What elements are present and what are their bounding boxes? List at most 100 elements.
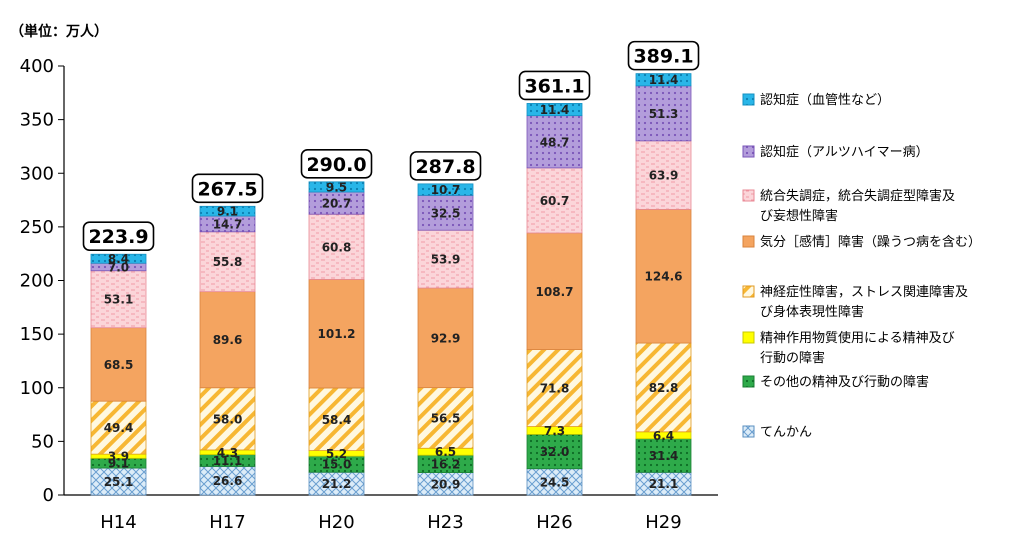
data-label: 21.1 xyxy=(649,477,679,491)
legend-swatch xyxy=(742,285,755,298)
legend-swatch xyxy=(742,425,755,438)
legend-label: 認知症（血管性など） xyxy=(760,92,890,108)
legend-swatch xyxy=(742,93,755,106)
legend-label: てんかん xyxy=(760,425,812,440)
legend-swatch xyxy=(742,331,755,344)
bar-segment xyxy=(526,167,583,234)
legend-swatch xyxy=(742,189,755,202)
data-label: 60.8 xyxy=(322,240,352,254)
data-label: 3.9 xyxy=(108,450,129,464)
legend-label: その他の精神及び行動の障害 xyxy=(760,374,929,390)
x-tick-label: H20 xyxy=(318,512,354,533)
total-box xyxy=(518,70,591,101)
bar-segment xyxy=(90,467,147,496)
total-label: 389.1 xyxy=(633,46,693,68)
bar-segment xyxy=(526,103,583,117)
total-label: 223.9 xyxy=(88,226,148,248)
data-label: 71.8 xyxy=(540,382,570,396)
bar-segment xyxy=(526,232,583,350)
data-label: 20.7 xyxy=(322,197,352,211)
bar-segment xyxy=(90,253,147,264)
bar-segment xyxy=(635,342,692,433)
total-box xyxy=(82,221,155,252)
total-box xyxy=(300,149,373,179)
data-label: 9.5 xyxy=(326,180,347,194)
data-label: 6.5 xyxy=(435,445,456,459)
total-label: 267.5 xyxy=(197,178,257,200)
y-tick-label: 100 xyxy=(20,378,54,399)
legend-label: び身体表現性障害 xyxy=(760,304,864,320)
bar-segment xyxy=(308,387,365,451)
legend-label: 統合失調症，統合失調症型障害及 xyxy=(760,188,955,204)
data-label: 11.4 xyxy=(540,103,570,117)
bar-segment xyxy=(417,287,474,389)
data-label: 9.1 xyxy=(217,205,238,219)
bar-segment xyxy=(526,468,583,496)
data-label: 58.4 xyxy=(322,413,352,427)
data-label: 56.5 xyxy=(431,411,461,425)
data-label: 101.2 xyxy=(318,327,356,341)
bars-layer xyxy=(90,73,692,496)
legend-label: 神経症性障害，ストレス関連障害及 xyxy=(760,284,968,300)
total-label: 290.0 xyxy=(306,154,366,176)
legend: 認知症（血管性など） 認知症（アルツハイマー病） 統合失調症，統合失調症型障害及び妄… xyxy=(742,92,981,440)
y-tick-label: 250 xyxy=(20,217,54,238)
x-tick-label: H14 xyxy=(100,512,136,533)
axis-layer: 0 50 100 150 200 250 300 350 400 H14 H17 H20 H23 H26 H… xyxy=(20,56,718,533)
data-label: 4.3 xyxy=(217,446,238,460)
data-label: 20.9 xyxy=(431,477,461,491)
y-tick-label: 0 xyxy=(43,485,54,506)
bar-segment xyxy=(199,466,256,496)
y-tick-label: 400 xyxy=(20,56,54,77)
legend-swatch xyxy=(742,145,755,158)
data-label: 24.5 xyxy=(540,475,570,489)
bar-segment xyxy=(417,229,474,289)
total-label: 361.1 xyxy=(524,75,584,97)
legend-swatch xyxy=(742,375,755,388)
data-label: 5.2 xyxy=(326,447,347,461)
data-label: 11.1 xyxy=(213,454,243,468)
data-label: 92.9 xyxy=(431,331,461,345)
bar-segment xyxy=(199,205,256,217)
labels-layer: 25.19.13.949.468.553.17.08.4223.926.611.… xyxy=(82,40,700,491)
data-label: 7.3 xyxy=(544,424,565,438)
data-label: 68.5 xyxy=(104,358,134,372)
data-label: 21.2 xyxy=(322,477,352,491)
data-label: 8.4 xyxy=(108,252,129,266)
x-tick-label: H17 xyxy=(209,512,245,533)
bar-segment xyxy=(526,434,583,470)
data-label: 6.4 xyxy=(653,429,674,443)
unit-label: （単位：万人） xyxy=(10,23,108,40)
legend-label: 気分［感情］障害（躁うつ病を含む） xyxy=(760,234,981,250)
data-label: 82.8 xyxy=(649,381,679,395)
data-label: 55.8 xyxy=(213,255,243,269)
bar-segment xyxy=(308,181,365,193)
y-tick-label: 150 xyxy=(20,324,54,345)
data-label: 124.6 xyxy=(645,270,683,284)
data-label: 51.3 xyxy=(649,107,679,121)
y-tick-label: 350 xyxy=(20,110,54,131)
y-tick-label: 50 xyxy=(31,431,54,452)
data-label: 10.7 xyxy=(431,183,461,197)
data-label: 7.0 xyxy=(108,260,129,274)
data-label: 89.6 xyxy=(213,333,243,347)
bar-segment xyxy=(90,270,147,329)
total-box xyxy=(627,40,700,71)
bar-segment xyxy=(635,438,692,473)
data-label: 63.9 xyxy=(649,169,679,183)
bar-segment xyxy=(417,387,474,449)
total-box xyxy=(191,173,264,204)
y-tick-label: 300 xyxy=(20,163,54,184)
data-label: 31.4 xyxy=(649,449,679,463)
bar-segment xyxy=(308,279,365,389)
bar-segment xyxy=(635,140,692,210)
data-label: 25.1 xyxy=(104,475,134,489)
bar-segment xyxy=(635,208,692,344)
total-box xyxy=(409,151,482,181)
data-label: 53.9 xyxy=(431,253,461,267)
x-tick-label: H29 xyxy=(645,512,681,533)
data-label: 15.0 xyxy=(322,458,352,472)
data-label: 49.4 xyxy=(104,421,134,435)
data-label: 26.6 xyxy=(213,474,243,488)
